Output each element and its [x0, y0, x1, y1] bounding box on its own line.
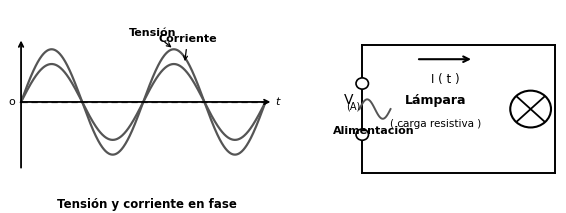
Text: t: t: [276, 97, 280, 107]
Text: Tensión: Tensión: [129, 28, 177, 47]
Text: V: V: [344, 93, 354, 107]
Text: (A): (A): [346, 102, 361, 111]
Text: Tensión y corriente en fase: Tensión y corriente en fase: [57, 198, 237, 211]
Circle shape: [356, 78, 368, 89]
Text: ( carga resistiva ): ( carga resistiva ): [390, 119, 481, 129]
Text: Corriente: Corriente: [158, 34, 217, 60]
Circle shape: [356, 129, 368, 140]
Text: Lámpara: Lámpara: [405, 94, 466, 107]
Circle shape: [511, 91, 551, 127]
Text: o: o: [9, 97, 16, 107]
Text: Alimentación: Alimentación: [333, 126, 414, 136]
Text: I ( t ): I ( t ): [431, 73, 459, 86]
